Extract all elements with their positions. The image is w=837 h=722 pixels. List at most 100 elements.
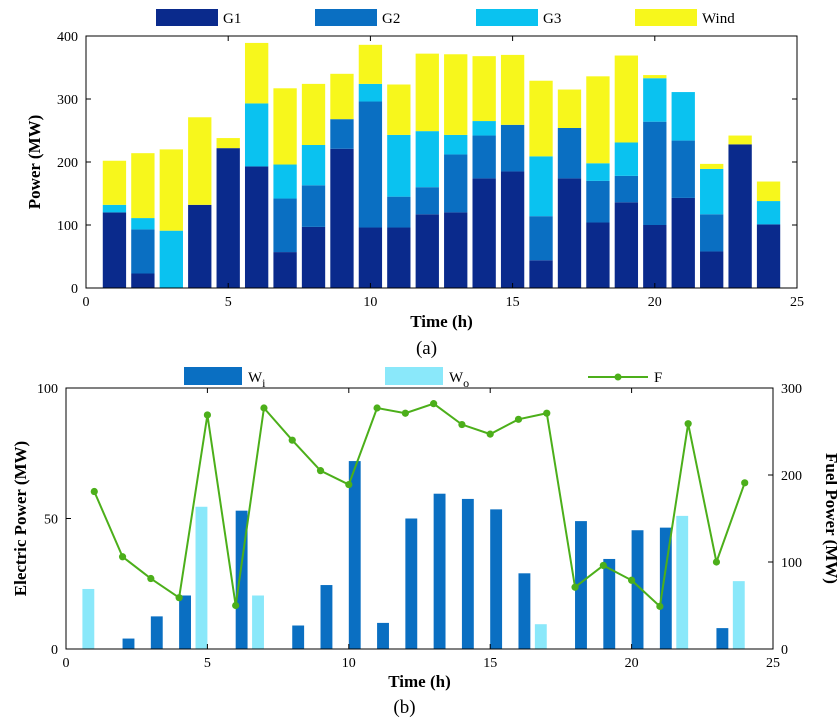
point-f-h18 [571,583,579,591]
panel-label-a: (a) [416,338,437,359]
legend-label-g3: G3 [543,11,561,27]
x-tick-label-a-25: 25 [790,295,804,310]
bar-wind-h5 [216,138,240,149]
bar-g3-h18 [586,163,610,181]
x-tick-label-b-25: 25 [766,656,780,671]
point-f-h4 [175,594,183,602]
point-f-h24 [741,479,749,487]
bar-wind-h6 [244,42,269,104]
bar-wind-h3 [159,149,183,231]
y2-tick-label-b-100: 100 [781,556,802,571]
chart-a: 0 5 10 15 20 25 0 100 200 300 400 Time (h) Power (MW… [25,9,804,359]
bar-wo-h5 [195,506,208,649]
legend-label-g1: G1 [223,11,241,27]
bar-wi-h18 [575,521,587,649]
point-f-h17 [543,409,551,417]
x-tick-label-b-20: 20 [625,656,639,671]
legend-swatch-g1 [156,9,218,26]
bar-g1-h6 [244,166,269,288]
y2-tick-label-b-200: 200 [781,469,802,484]
bar-wind-h11 [387,84,411,135]
bar-g2-h17 [557,127,582,179]
point-f-h23 [712,558,721,566]
y2-tick-label-b-300: 300 [781,382,802,397]
y2-axis-label-b: Fuel Power (MW) [822,453,837,584]
bar-wi-h11 [377,622,389,649]
bar-wi-h4 [179,595,191,649]
bar-g1-h17 [557,178,582,288]
bar-g1-h23 [728,144,752,288]
bar-wi-h15 [490,509,503,649]
legend-label-g2: G2 [382,11,400,27]
bar-g3-h16 [529,156,553,217]
y-axis-label-b: Electric Power (MW) [11,441,30,596]
bar-wind-h19 [614,55,639,143]
bar-wi-h23 [716,628,729,649]
bar-g3-h14 [472,121,496,136]
bar-g2-h21 [671,140,695,198]
bar-g1-h7 [273,252,297,288]
bar-g3-h20 [643,78,667,122]
bar-wi-h13 [433,493,446,649]
bar-g3-h11 [387,134,411,197]
bar-g2-h15 [500,124,525,172]
bar-g1-h10 [358,227,383,288]
x-tick-label-b-0: 0 [63,656,70,671]
bar-g1-h22 [700,251,724,288]
bar-g1-h12 [415,214,439,288]
bar-g1-h20 [643,225,667,288]
bar-wind-h10 [358,44,383,84]
bar-g2-h7 [273,198,297,253]
bar-wi-h2 [122,638,135,649]
bar-g2-h16 [529,216,553,261]
point-f-h15 [486,430,494,438]
legend-label-wi: Wi [248,370,266,390]
bar-g1-h13 [444,212,468,288]
bar-g3-h6 [244,103,269,167]
point-f-h11 [373,404,381,412]
bar-g1-h18 [586,222,610,288]
point-f-h5 [203,411,211,419]
point-f-h22 [684,420,692,428]
legend-swatch-wo [385,367,443,385]
y2-tick-label-b-0: 0 [781,643,788,658]
bar-wind-h22 [700,163,724,169]
x-tick-label-b-5: 5 [204,656,211,671]
point-f-h8 [288,436,296,444]
bar-g2-h8 [301,185,326,227]
bar-wind-h13 [444,54,468,135]
bar-g1-h19 [614,202,639,288]
x-axis-label-a: Time (h) [410,312,473,331]
bar-wind-h14 [472,56,496,122]
legend-label-wi-main: W [248,370,263,386]
line-f [93,402,746,609]
bar-wind-h18 [586,76,610,164]
point-f-h16 [514,415,523,423]
legend-swatch-g3 [476,9,538,26]
bar-wind-h16 [529,80,553,157]
bar-wind-h9 [330,73,354,120]
y-tick-label-b-50: 50 [44,513,58,528]
bar-g2-h20 [643,121,667,225]
bar-wind-h1 [102,160,127,205]
panel-label-b: (b) [393,697,415,718]
bar-g2-h18 [586,180,610,223]
x-tick-label-a-15: 15 [506,295,520,310]
bar-wind-h12 [415,53,439,132]
x-tick-label-a-20: 20 [648,295,662,310]
bar-g2-h22 [700,214,724,252]
point-f-h14 [458,420,466,429]
legend-swatch-wi [184,367,242,385]
x-tick-label-b-15: 15 [483,656,497,671]
point-f-h1 [90,487,98,496]
bar-g2-h12 [415,187,439,215]
y-tick-label-a-100: 100 [57,219,78,234]
y-tick-label-a-300: 300 [57,93,78,108]
bar-g3-h10 [358,83,383,102]
bar-g3-h22 [700,168,724,215]
point-f-h7 [260,404,268,412]
bar-g2-h13 [444,154,468,213]
x-tick-label-b-10: 10 [342,656,356,671]
point-f-h6 [232,601,240,610]
legend-swatch-wind [635,9,697,26]
